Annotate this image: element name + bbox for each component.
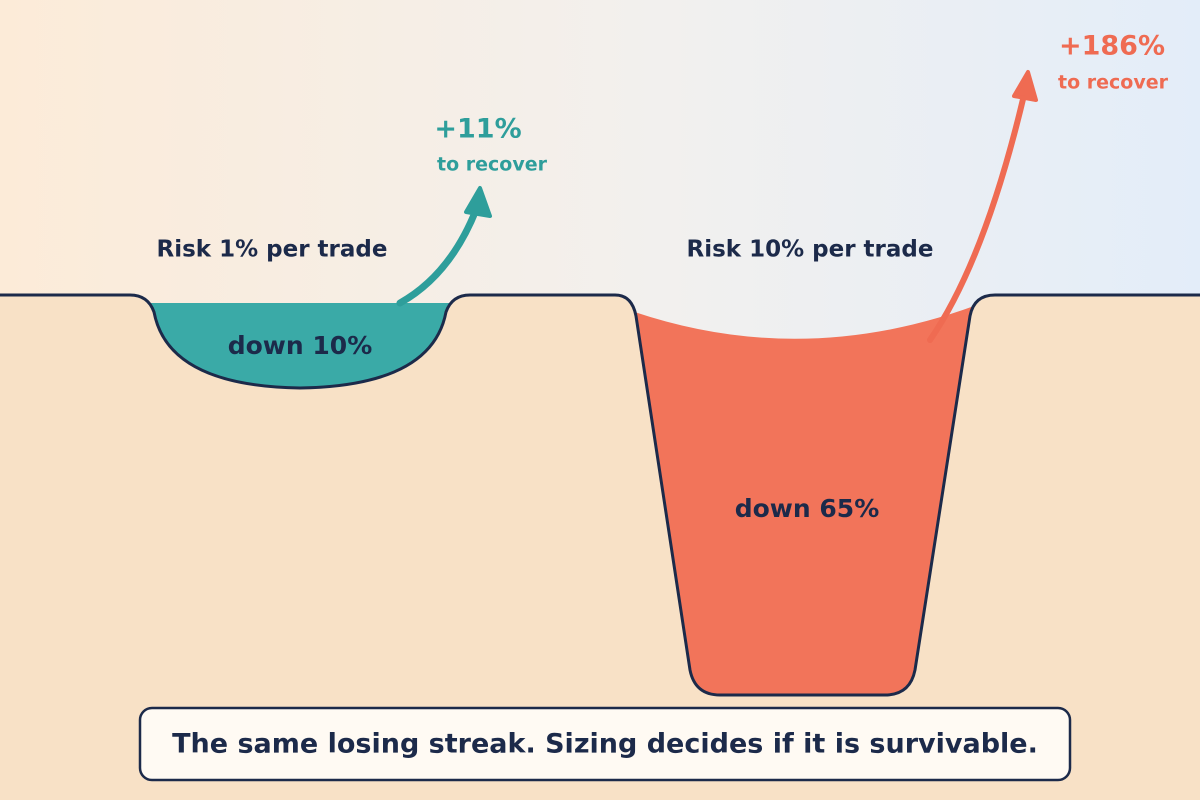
recovery-arrow: [396, 206, 480, 307]
ground-line: [0, 293, 1200, 697]
right-recovery: +186%: [1059, 31, 1165, 62]
right-label: Risk 10% per trade: [687, 237, 934, 263]
deep-drawdown: [622, 300, 988, 695]
caption-box: [138, 706, 1072, 782]
right-drawdown: down 65%: [735, 494, 880, 523]
ground: [0, 295, 1200, 800]
left-drawdown: down 10%: [228, 331, 373, 360]
left-recovery: +11%: [434, 114, 521, 145]
arrow-head: [1012, 70, 1038, 102]
right-recovery-note: to recover: [1058, 72, 1169, 94]
recovery-arrow: [927, 92, 1027, 343]
left-recovery-note: to recover: [437, 154, 548, 176]
caption: The same losing streak. Sizing decides i…: [172, 729, 1038, 760]
arrow-head: [464, 186, 492, 218]
left-label: Risk 1% per trade: [157, 237, 388, 263]
